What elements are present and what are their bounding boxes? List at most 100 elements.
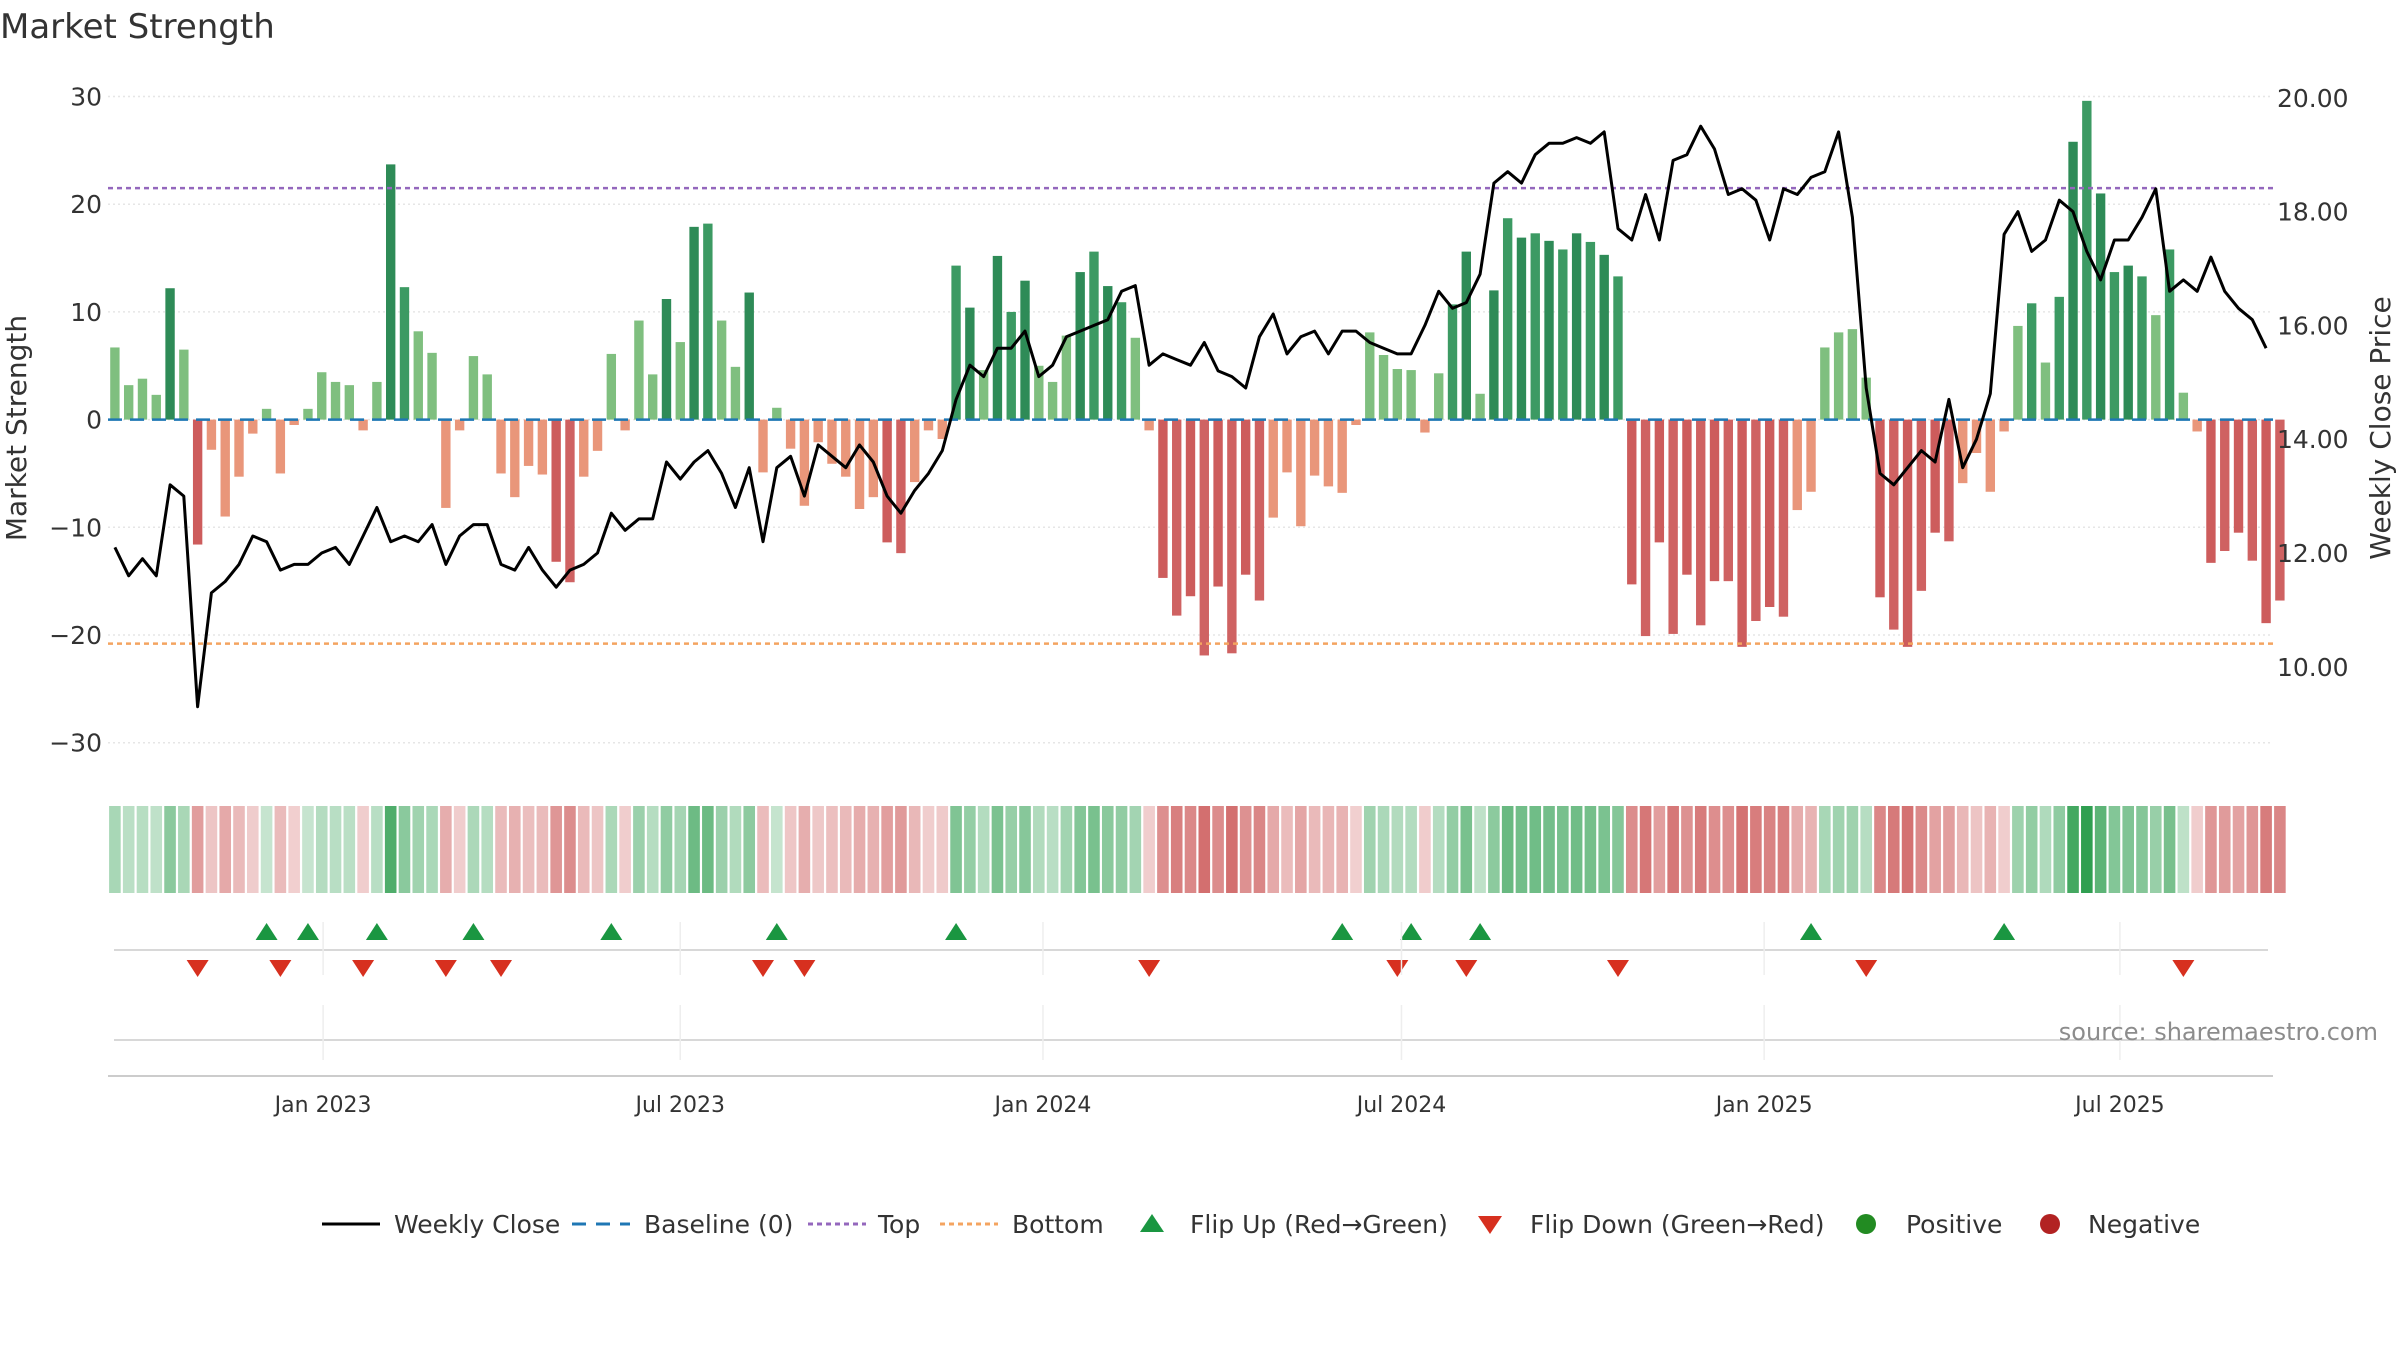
heat-cell: [1074, 806, 1086, 893]
source-label: source: sharemaestro.com: [2059, 1018, 2378, 1046]
heat-cell: [771, 806, 783, 893]
heat-cell: [1212, 806, 1224, 893]
heat-cell: [205, 806, 218, 893]
heat-cell: [1363, 806, 1376, 893]
strength-bar: [386, 164, 396, 420]
heat-cell: [922, 806, 935, 893]
heat-cell: [1791, 806, 1804, 893]
strength-bar: [123, 385, 134, 420]
heat-cell: [329, 806, 342, 893]
heat-cell: [1901, 806, 1914, 893]
heat-cell: [302, 806, 314, 893]
strength-bar: [896, 419, 906, 554]
heat-cell: [1115, 806, 1128, 893]
strength-bar: [1861, 377, 1871, 420]
heat-cell: [522, 806, 535, 893]
heat-cell: [219, 806, 232, 893]
strength-bar: [1751, 419, 1761, 621]
heat-cell: [1019, 806, 1031, 893]
strength-bar: [399, 287, 410, 420]
legend-label: Weekly Close: [394, 1210, 560, 1239]
flip-up-marker: [1800, 923, 1823, 940]
heat-cell: [2232, 806, 2245, 893]
heat-cell: [1405, 806, 1417, 893]
strength-bar: [2040, 362, 2051, 420]
empty-panel: [108, 1039, 2273, 1077]
flip-up-marker: [600, 923, 623, 940]
strength-bar: [1571, 233, 1582, 420]
heat-cell: [2191, 806, 2203, 893]
strength-bar: [1806, 419, 1816, 492]
strength-bar: [2137, 276, 2147, 420]
heat-cell: [274, 806, 287, 893]
strength-bar: [1240, 419, 1251, 575]
flip-down-marker: [186, 960, 209, 977]
flip-up-marker: [255, 923, 278, 940]
x-tick-label: Jul 2025: [2073, 1093, 2165, 1118]
heat-cell: [1598, 806, 1610, 893]
heat-cell: [2094, 806, 2107, 893]
strength-bar: [110, 347, 120, 420]
heat-cell: [1984, 806, 1997, 893]
heat-cell: [1377, 806, 1390, 893]
strength-bar: [1764, 419, 1775, 607]
legend-label: Positive: [1906, 1210, 2002, 1239]
heat-cell: [1267, 806, 1280, 893]
flip-down-marker: [1138, 960, 1161, 977]
heat-cell: [1336, 806, 1348, 893]
strength-bar: [992, 255, 1003, 420]
strength-bar: [1958, 419, 1968, 484]
legend-label: Baseline (0): [644, 1210, 793, 1239]
y-tick-label: 0: [86, 406, 102, 435]
y2-tick-label: 20.00: [2277, 84, 2349, 113]
strength-bar: [965, 307, 975, 420]
heat-cell: [2012, 806, 2024, 893]
heat-cell: [1832, 806, 1845, 893]
heat-cell: [164, 806, 176, 893]
heat-cell: [1557, 806, 1569, 893]
heat-cell: [2108, 806, 2121, 893]
heat-cell: [2081, 806, 2093, 893]
heat-cell: [688, 806, 700, 893]
strength-bar: [937, 419, 947, 439]
legend: Weekly Close Baseline (0) Top Bottom Flip Up…: [322, 1210, 2200, 1239]
heat-cell: [702, 806, 714, 893]
heat-cell: [109, 806, 121, 893]
x-axis-ticks: Jan 2023 Jul 2023 Jan 2024 Jul 2024 Jan 2025…: [273, 922, 2165, 1118]
heat-cell: [812, 806, 824, 893]
heat-cell: [1612, 806, 1624, 893]
strength-bar: [1558, 249, 1568, 420]
heat-cell: [495, 806, 507, 893]
flip-down-marker: [269, 960, 292, 977]
heat-cell: [2039, 806, 2052, 893]
strength-bar: [951, 265, 961, 420]
flip-down-marker: [752, 960, 775, 977]
strength-bar: [1544, 240, 1554, 420]
heat-cell: [1998, 806, 2010, 893]
y2-axis-label: Weekly Close Price: [2364, 296, 2397, 559]
reference-lines: [108, 186, 2273, 645]
heat-cell: [440, 806, 452, 893]
heat-cell: [357, 806, 369, 893]
strength-bar: [427, 352, 437, 420]
strength-bar: [923, 419, 934, 431]
strength-bar: [1309, 419, 1320, 476]
strength-bar: [2013, 325, 2023, 420]
strength-bar: [1144, 419, 1154, 431]
heat-cell: [1874, 806, 1886, 893]
strength-bar: [358, 419, 368, 431]
heat-cell: [1543, 806, 1555, 893]
heat-cell: [1736, 806, 1748, 893]
strength-bar: [372, 381, 382, 420]
heat-cell: [950, 806, 962, 893]
heat-cell: [191, 806, 204, 893]
strength-bar: [1516, 237, 1527, 420]
heat-cell: [136, 806, 149, 893]
strength-bar: [1475, 393, 1485, 420]
heat-cell: [729, 806, 742, 893]
heat-cell: [1046, 806, 1059, 893]
heat-cell: [426, 806, 438, 893]
strength-bar: [634, 320, 644, 420]
heat-cell: [2274, 806, 2286, 893]
heat-cell: [1860, 806, 1872, 893]
